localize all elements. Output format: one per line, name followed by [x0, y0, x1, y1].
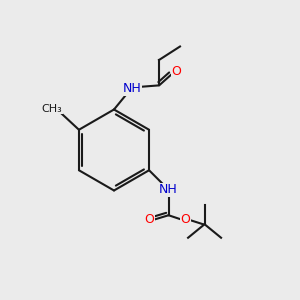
Text: NH: NH	[159, 183, 178, 196]
Text: O: O	[172, 65, 181, 79]
Text: NH: NH	[123, 82, 141, 95]
Text: O: O	[144, 213, 154, 226]
Text: O: O	[180, 213, 190, 226]
Text: CH₃: CH₃	[42, 104, 62, 114]
